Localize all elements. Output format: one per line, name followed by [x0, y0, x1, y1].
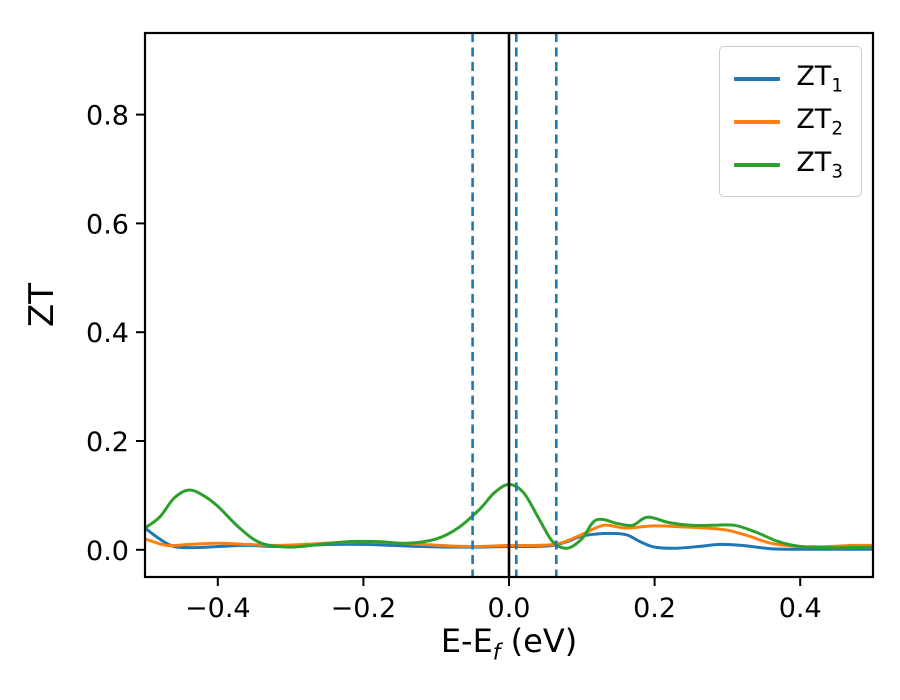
legend-label-zt2: ZT2 [796, 103, 843, 140]
x-axis-label-subscript: f [492, 640, 501, 666]
legend-entry-zt2: ZT2 [734, 100, 843, 143]
x-axis-label-unit: (eV) [500, 622, 578, 660]
series-line-zt3 [145, 483, 873, 550]
y-tick-label: 0.2 [86, 427, 129, 458]
legend: ZT1 ZT2 ZT3 [719, 46, 862, 197]
legend-entry-zt3: ZT3 [734, 143, 843, 186]
y-tick-label: 0.0 [86, 536, 129, 567]
legend-entry-zt1: ZT1 [734, 57, 843, 100]
legend-label-zt1: ZT1 [796, 60, 843, 97]
axis-ticks: −0.4 −0.2 0.0 0.2 0.4 0.0 0.2 0.4 0.6 0.8 [86, 101, 822, 624]
x-tick-label: 0.4 [779, 593, 822, 624]
x-tick-label: 0.2 [633, 593, 676, 624]
series-lines [145, 483, 873, 551]
y-axis-label: ZT [22, 282, 62, 328]
x-tick-label: −0.2 [331, 593, 397, 624]
legend-line-sample-zt1 [734, 76, 781, 81]
y-tick-label: 0.4 [86, 318, 129, 349]
legend-line-sample-zt2 [734, 119, 781, 124]
x-tick-label: −0.4 [185, 593, 251, 624]
axes-frame [143, 31, 875, 579]
x-axis-label: E-Ef (eV) [441, 622, 577, 665]
y-tick-label: 0.6 [86, 209, 129, 240]
x-tick-label: 0.0 [488, 593, 531, 624]
y-tick-label: 0.8 [86, 101, 129, 132]
x-axis-label-prefix: E-E [440, 622, 493, 660]
legend-label-zt3: ZT3 [796, 146, 843, 183]
reference-vlines [471, 33, 558, 577]
legend-line-sample-zt3 [734, 162, 781, 167]
